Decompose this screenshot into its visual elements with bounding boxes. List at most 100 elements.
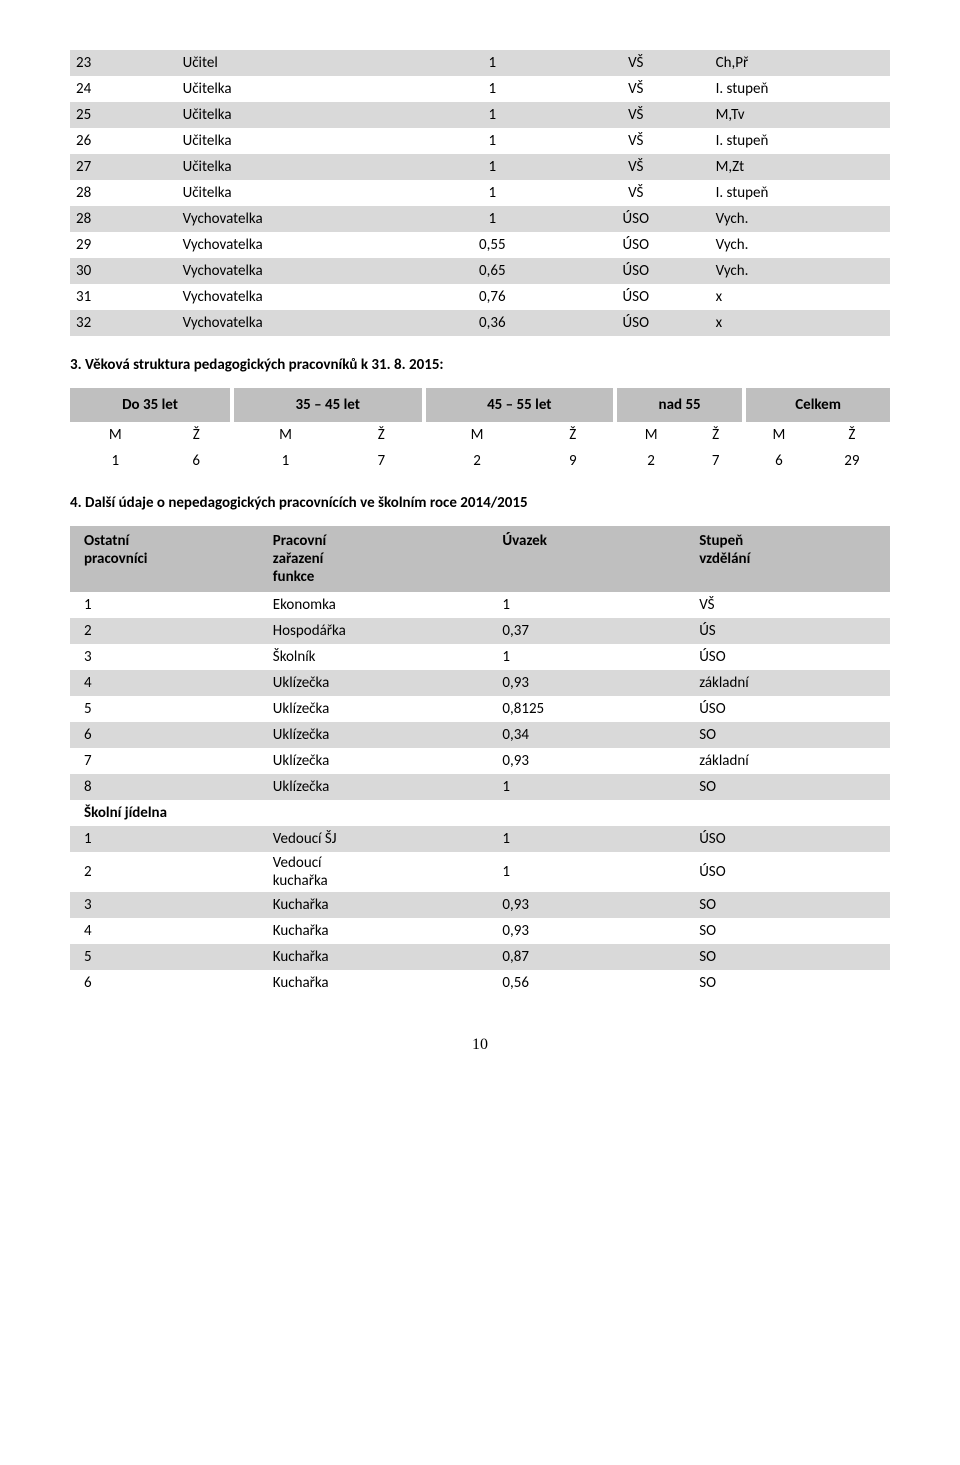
cell: x	[710, 310, 890, 336]
cell: 1	[496, 774, 693, 800]
age-structure-table: Do 35 let35 – 45 let45 – 55 letnad 55Cel…	[70, 388, 890, 474]
cell: Vychovatelka	[177, 284, 423, 310]
cell: 28	[70, 206, 177, 232]
cell: 4	[70, 918, 267, 944]
cell: SO	[693, 774, 890, 800]
cell: 1	[70, 592, 267, 618]
cell: Školník	[267, 644, 497, 670]
cell	[496, 800, 693, 826]
age-val: 2	[424, 448, 531, 474]
cell: Uklízečka	[267, 774, 497, 800]
table-row: 24Učitelka1VŠI. stupeň	[70, 76, 890, 102]
cell: Uklízečka	[267, 748, 497, 774]
cell: ÚSO	[693, 826, 890, 852]
cell: 26	[70, 128, 177, 154]
age-sub: Ž	[687, 422, 744, 448]
cell: 23	[70, 50, 177, 76]
table-row: 26Učitelka1VŠI. stupeň	[70, 128, 890, 154]
cell: 0,55	[423, 232, 562, 258]
cell: 0,93	[496, 670, 693, 696]
table-row: 30Vychovatelka0,65ÚSOVych.	[70, 258, 890, 284]
age-val: 7	[687, 448, 744, 474]
age-val: 6	[160, 448, 232, 474]
cell: 3	[70, 892, 267, 918]
age-sub: Ž	[339, 422, 424, 448]
table-row: 7Uklízečka0,93základní	[70, 748, 890, 774]
cell: Uklízečka	[267, 670, 497, 696]
heading-nonped: 4. Další údaje o nepedagogických pracovn…	[70, 494, 890, 512]
age-sub: Ž	[160, 422, 232, 448]
cell: Vych.	[710, 258, 890, 284]
cell: 1	[423, 76, 562, 102]
cell: VŠ	[562, 128, 710, 154]
heading-age-structure: 3. Věková struktura pedagogických pracov…	[70, 356, 890, 374]
cell: Vychovatelka	[177, 232, 423, 258]
cell: Kuchařka	[267, 892, 497, 918]
cell: 1	[496, 644, 693, 670]
cell: 0,36	[423, 310, 562, 336]
table-row: 31Vychovatelka0,76ÚSOx	[70, 284, 890, 310]
cell: VŠ	[562, 102, 710, 128]
t3-hdr-c1c: funkce	[273, 568, 315, 586]
cell: Vychovatelka	[177, 310, 423, 336]
cell: 7	[70, 748, 267, 774]
age-val: 9	[531, 448, 616, 474]
cell: Učitelka	[177, 102, 423, 128]
cell: Ekonomka	[267, 592, 497, 618]
t3-hdr-c0: Ostatní pracovníci	[70, 526, 267, 592]
cell: 24	[70, 76, 177, 102]
t3-hdr-c2: Úvazek	[496, 526, 693, 592]
t3-hdr-c3: Stupeň vzdělání	[693, 526, 890, 592]
cell: Vychovatelka	[177, 258, 423, 284]
t3-hdr-c1a: Pracovní	[273, 532, 326, 550]
cell: ÚSO	[693, 696, 890, 722]
cell: SO	[693, 892, 890, 918]
cell: Učitelka	[177, 128, 423, 154]
cell: ÚS	[693, 618, 890, 644]
cell: 0,56	[496, 970, 693, 996]
cell: 0,8125	[496, 696, 693, 722]
cell: 0,93	[496, 918, 693, 944]
cell: 1	[70, 826, 267, 852]
cell: x	[710, 284, 890, 310]
cell: 0,76	[423, 284, 562, 310]
cell: SO	[693, 918, 890, 944]
cell: Učitelka	[177, 180, 423, 206]
cell: Vychovatelka	[177, 206, 423, 232]
cell: 5	[70, 696, 267, 722]
cell	[267, 800, 497, 826]
cell: ÚSO	[693, 644, 890, 670]
cell: 0,37	[496, 618, 693, 644]
cell: 6	[70, 970, 267, 996]
age-sub: M	[70, 422, 160, 448]
t3-hdr-c3a: Stupeň	[699, 532, 743, 550]
cell: 6	[70, 722, 267, 748]
age-val: 1	[232, 448, 339, 474]
cell: Učitel	[177, 50, 423, 76]
cell: 3	[70, 644, 267, 670]
cell: Uklízečka	[267, 696, 497, 722]
table-row: 5Kuchařka0,87SO	[70, 944, 890, 970]
cell: 1	[423, 206, 562, 232]
cell: 1	[496, 826, 693, 852]
table-row: 23Učitel1VŠCh,Př	[70, 50, 890, 76]
cell: Kuchařka	[267, 970, 497, 996]
cell: základní	[693, 748, 890, 774]
table-row: 6Kuchařka0,56SO	[70, 970, 890, 996]
cell: 0,93	[496, 748, 693, 774]
cell: ÚSO	[693, 852, 890, 892]
cell: 30	[70, 258, 177, 284]
age-header: Celkem	[744, 388, 890, 422]
cell: Hospodářka	[267, 618, 497, 644]
table-row: 28Učitelka1VŠI. stupeň	[70, 180, 890, 206]
cell: M,Zt	[710, 154, 890, 180]
table-row: 4Uklízečka0,93základní	[70, 670, 890, 696]
cell: M,Tv	[710, 102, 890, 128]
table-row: 3Školník1ÚSO	[70, 644, 890, 670]
cell: Učitelka	[177, 154, 423, 180]
cell: Školní jídelna	[70, 800, 267, 826]
cell: 5	[70, 944, 267, 970]
table-row: 1Vedoucí ŠJ1ÚSO	[70, 826, 890, 852]
cell: SO	[693, 970, 890, 996]
table-row: 25Učitelka1VŠM,Tv	[70, 102, 890, 128]
